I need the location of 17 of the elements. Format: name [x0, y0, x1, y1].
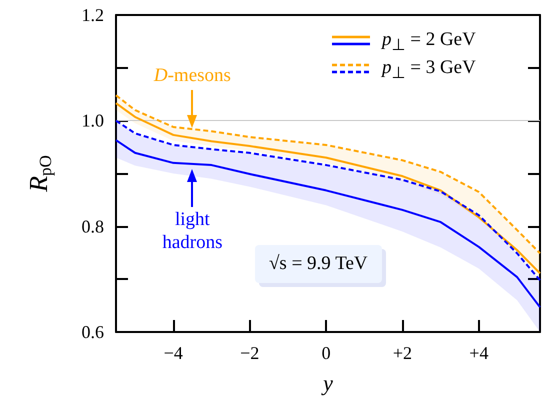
annotation: √s = 9.9 TeV [255, 245, 382, 283]
line-series [115, 139, 541, 308]
y-tick-label: 1.0 [82, 110, 104, 131]
annotation: light hadrons [161, 209, 224, 255]
x-tick-label: +2 [392, 343, 412, 363]
x-tick-label: +4 [469, 343, 488, 363]
y-axis-title: RpO [24, 155, 55, 193]
y-tick-label: 1.2 [82, 5, 104, 25]
x-tick-label: 0 [322, 343, 331, 363]
legend-label: p$_{⊥}$ = 3 GeV [382, 57, 476, 83]
y-tick-label: 0.6 [82, 322, 104, 342]
x-axis-title: y [321, 370, 334, 396]
legend-label: p$_{⊥}$ = 2 GeV [382, 29, 476, 55]
annotation: D-mesons [154, 65, 231, 88]
y-tick-label: 0.8 [82, 216, 104, 236]
x-tick-label: −2 [240, 343, 260, 363]
x-tick-label: −4 [164, 343, 183, 363]
